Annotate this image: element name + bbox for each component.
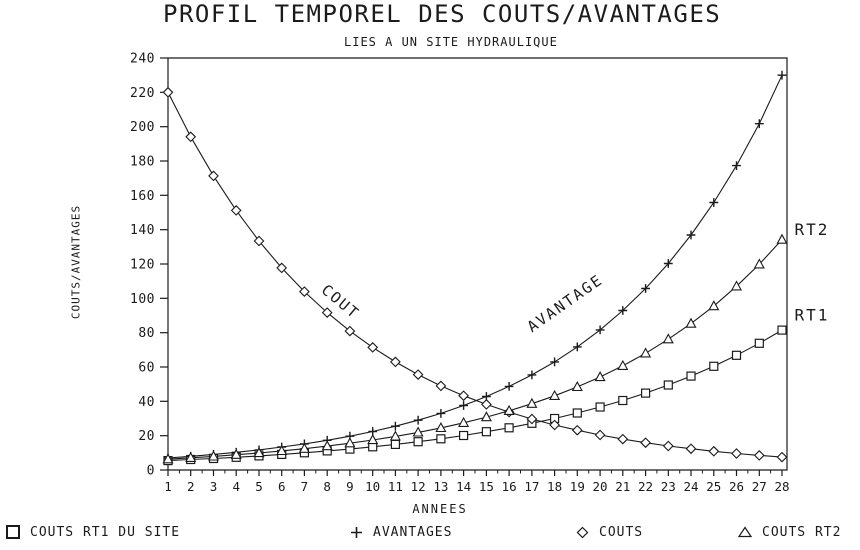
svg-text:10: 10 — [365, 479, 380, 494]
x-axis-ticks: 1 2 3 4 5 6 7 8 9 10 11 12 13 14 15 16 17 18 19 20 21 22 23 24 2… — [164, 470, 790, 494]
x-axis-label: ANNEES — [412, 502, 468, 516]
annotation-avantage: AVANTAGE — [524, 271, 607, 336]
svg-text:11: 11 — [388, 479, 403, 494]
svg-text:140: 140 — [130, 223, 155, 238]
svg-text:9: 9 — [346, 479, 354, 494]
plot-frame — [167, 57, 788, 471]
svg-text:18: 18 — [547, 479, 562, 494]
svg-text:40: 40 — [138, 395, 155, 410]
svg-text:5: 5 — [255, 479, 263, 494]
svg-text:100: 100 — [130, 292, 155, 307]
legend-item-avantages: AVANTAGES — [350, 523, 452, 541]
svg-text:17: 17 — [524, 479, 539, 494]
svg-text:180: 180 — [130, 155, 155, 170]
svg-text:22: 22 — [638, 479, 653, 494]
svg-text:19: 19 — [570, 479, 585, 494]
svg-text:25: 25 — [706, 479, 721, 494]
svg-text:1: 1 — [164, 479, 172, 494]
svg-text:6: 6 — [278, 479, 286, 494]
svg-text:21: 21 — [615, 479, 630, 494]
svg-text:0: 0 — [147, 464, 155, 479]
svg-text:15: 15 — [479, 479, 494, 494]
series-line-1 — [167, 74, 783, 459]
legend-label: COUTS — [599, 524, 644, 540]
svg-text:7: 7 — [301, 479, 309, 494]
series-lines — [167, 74, 783, 462]
svg-text:8: 8 — [323, 479, 331, 494]
legend-label: COUTS RT1 DU SITE — [30, 524, 181, 540]
plus-marker-icon — [351, 526, 362, 538]
svg-text:60: 60 — [138, 361, 155, 376]
chart-subtitle: LIES A UN SITE HYDRAULIQUE — [344, 35, 558, 49]
svg-text:14: 14 — [456, 479, 471, 494]
annotation-rt2: RT2 — [795, 220, 830, 239]
series-line-2 — [167, 92, 783, 458]
svg-text:4: 4 — [232, 479, 240, 494]
svg-text:23: 23 — [661, 479, 676, 494]
annotation-rt1: RT1 — [795, 306, 830, 325]
curve-annotations: COUT AVANTAGE RT2 RT1 — [318, 220, 830, 336]
svg-text:24: 24 — [684, 479, 699, 494]
svg-text:220: 220 — [130, 86, 155, 101]
page-title: PROFIL TEMPOREL DES COUTS/AVANTAGES — [163, 0, 722, 28]
legend-label: COUTS RT2 — [762, 524, 842, 540]
triangle-marker-icon — [738, 526, 752, 538]
svg-text:3: 3 — [210, 479, 218, 494]
svg-text:160: 160 — [130, 189, 155, 204]
svg-text:26: 26 — [729, 479, 744, 494]
svg-text:16: 16 — [502, 479, 517, 494]
legend-label: AVANTAGES — [373, 524, 453, 540]
svg-text:12: 12 — [411, 479, 426, 494]
series-line-0 — [167, 329, 783, 462]
svg-text:28: 28 — [774, 479, 789, 494]
diamond-marker-icon — [576, 526, 589, 538]
annotation-cout: COUT — [318, 281, 363, 323]
chart-legend: COUTS RT1 DU SITE AVANTAGES COUTS COUTS … — [0, 521, 860, 547]
y-axis-ticks: 0 20 40 60 80 100 120 140 160 180 200 220 240 — [130, 52, 168, 479]
svg-text:20: 20 — [593, 479, 608, 494]
legend-item-couts-rt2: COUTS RT2 — [738, 523, 841, 541]
svg-text:20: 20 — [138, 429, 155, 444]
legend-item-couts-rt1: COUTS RT1 DU SITE — [6, 523, 180, 541]
legend-item-couts: COUTS — [576, 523, 643, 541]
svg-text:240: 240 — [130, 52, 155, 67]
svg-text:13: 13 — [433, 479, 448, 494]
series-line-3 — [167, 239, 783, 460]
square-marker-icon — [6, 525, 20, 539]
series-markers — [162, 70, 788, 466]
svg-text:120: 120 — [130, 258, 155, 273]
svg-text:200: 200 — [130, 120, 155, 135]
svg-text:27: 27 — [752, 479, 767, 494]
svg-text:2: 2 — [187, 479, 195, 494]
svg-text:80: 80 — [138, 326, 155, 341]
